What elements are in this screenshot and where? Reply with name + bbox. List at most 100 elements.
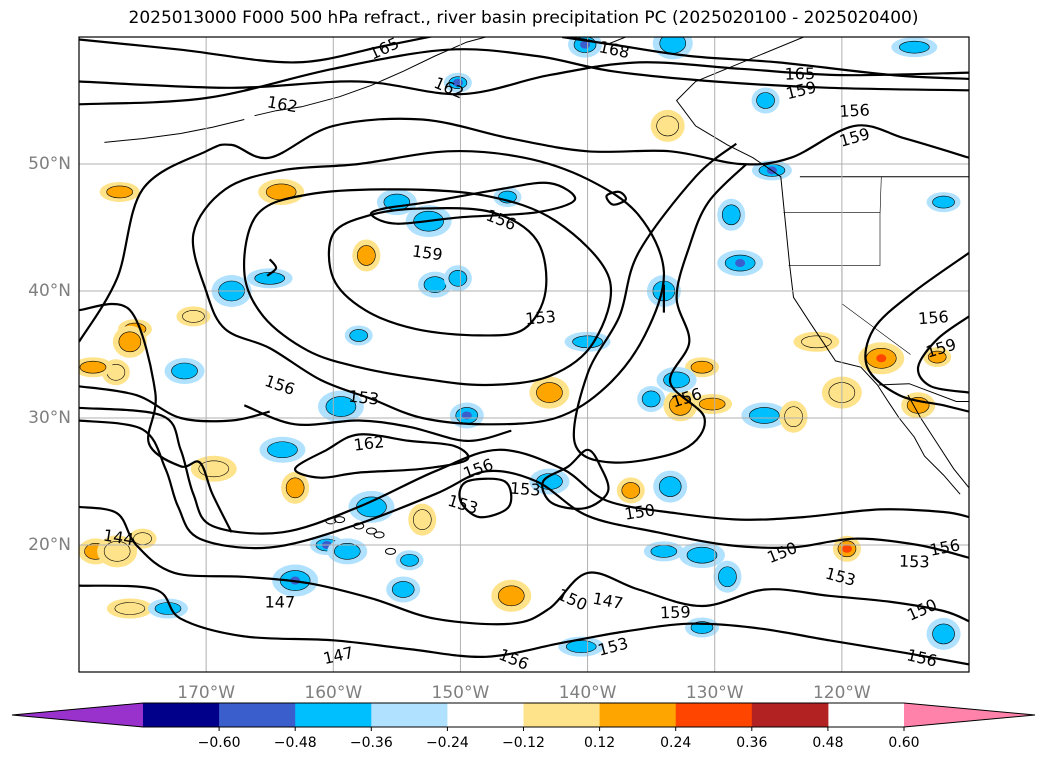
- shaded-feature: [449, 402, 484, 429]
- contour-label: 153: [348, 387, 380, 409]
- colorbar-segments: [11, 702, 1036, 728]
- shaded-feature: [97, 535, 138, 568]
- contour-line: [242, 188, 613, 387]
- longitude-tick-label: 170°W: [177, 683, 235, 703]
- contour-line: [79, 505, 969, 626]
- longitude-tick-label: 160°W: [304, 683, 362, 703]
- shaded-feature: [246, 268, 293, 289]
- contour-line: [79, 406, 969, 535]
- contour-line: [79, 302, 233, 533]
- contour-label: 147: [265, 593, 296, 612]
- hawaii-island: [365, 527, 377, 535]
- shaded-feature: [679, 542, 725, 569]
- colorbar-tick-label: −0.60: [198, 735, 241, 751]
- shaded-feature: [164, 358, 205, 385]
- shaded-feature: [858, 342, 905, 375]
- hawaii-island: [373, 531, 385, 539]
- colorbar-segment: [219, 703, 296, 727]
- colorbar-extend-high: [904, 703, 1035, 727]
- shaded-feature: [443, 265, 472, 292]
- shaded-feature: [395, 550, 424, 571]
- refractivity-contours: [79, 37, 969, 666]
- colorbar-tick-label: 0.36: [736, 735, 767, 751]
- colorbar-tick-label: −0.24: [426, 735, 469, 751]
- contour-line: [916, 315, 969, 394]
- contour-label: 159: [411, 241, 444, 264]
- shaded-feature: [386, 576, 421, 603]
- shaded-feature: [717, 198, 746, 231]
- longitude-tick-label: 120°W: [813, 683, 871, 703]
- shaded-feature: [408, 503, 437, 536]
- contour-label: 153: [524, 307, 556, 329]
- hawaii-island: [334, 516, 346, 524]
- shaded-feature: [717, 250, 764, 277]
- shaded-feature: [643, 541, 684, 562]
- shaded-feature: [443, 72, 472, 93]
- contour-line: [458, 477, 513, 519]
- colorbar-segment: [599, 703, 677, 727]
- contour-line: [79, 117, 969, 343]
- colorbar-tick-label: 0.12: [584, 735, 615, 751]
- contour-line: [572, 142, 748, 464]
- shaded-feature: [259, 436, 306, 463]
- latitude-tick-label: 20°N: [28, 535, 71, 555]
- chart-title: 2025013000 F000 500 hPa refract., river …: [128, 8, 919, 28]
- shaded-feature: [926, 617, 961, 650]
- shaded-feature: [616, 477, 645, 504]
- shaded-feature: [352, 239, 381, 272]
- contour-label: 162: [353, 432, 386, 455]
- coastline: [104, 119, 245, 143]
- contour-line: [294, 433, 470, 479]
- contour-label: 156: [839, 100, 870, 121]
- contour-label: 153: [509, 479, 541, 500]
- graticule-grid: [79, 37, 969, 672]
- colorbar-segment: [371, 703, 448, 727]
- shaded-feature: [793, 331, 840, 352]
- shaded-feature: [653, 470, 688, 503]
- contour-line: [191, 149, 666, 426]
- shaded-feature: [344, 325, 373, 346]
- latitude-tick-labels: 20°N 30°N 40°N 50°N: [28, 154, 71, 555]
- contour-label: 144: [102, 526, 135, 550]
- contour-line: [605, 190, 627, 206]
- contour-line: [541, 448, 610, 510]
- shaded-feature: [176, 306, 211, 327]
- colorbar-ticks: −0.60 −0.48 −0.36 −0.24 −0.12 0.12 0.24 0.36 0.4…: [198, 727, 920, 751]
- contour-line: [243, 404, 512, 443]
- colorbar-tick-label: 0.24: [660, 735, 691, 751]
- colorbar-segment: [143, 703, 220, 727]
- shaded-feature: [779, 400, 808, 433]
- longitude-tick-label: 140°W: [559, 683, 617, 703]
- colorbar-tick-label: −0.36: [350, 735, 393, 751]
- contour-line: [79, 48, 969, 106]
- shaded-feature: [891, 37, 938, 58]
- longitude-tick-label: 150°W: [432, 683, 490, 703]
- contour-line: [79, 385, 270, 423]
- latitude-tick-label: 40°N: [28, 281, 71, 301]
- colorbar-extend-low: [12, 703, 143, 727]
- contour-line: [79, 584, 969, 666]
- contour-label: 159: [660, 602, 691, 622]
- longitude-tick-label: 130°W: [686, 683, 744, 703]
- shaded-feature: [751, 87, 780, 114]
- shaded-feature: [713, 560, 742, 593]
- colorbar-segment: [523, 703, 601, 727]
- shaded-feature: [652, 37, 693, 60]
- contour-line: [79, 419, 969, 559]
- shaded-feature: [148, 598, 188, 619]
- shaded-feature: [491, 579, 532, 612]
- contour-label: 153: [899, 551, 930, 571]
- contour-line: [561, 37, 969, 80]
- coastline: [675, 37, 961, 495]
- shaded-feature: [529, 376, 570, 409]
- map-frame: [78, 36, 970, 673]
- contour-line: [79, 61, 969, 96]
- colorbar-tick-label: 0.60: [888, 735, 919, 751]
- colorbar-outline: [11, 702, 1036, 728]
- colorbar-segment: [675, 703, 753, 727]
- shaded-feature: [741, 402, 788, 429]
- shaded-feature: [637, 385, 666, 412]
- colorbar-tick-label: −0.48: [274, 735, 317, 751]
